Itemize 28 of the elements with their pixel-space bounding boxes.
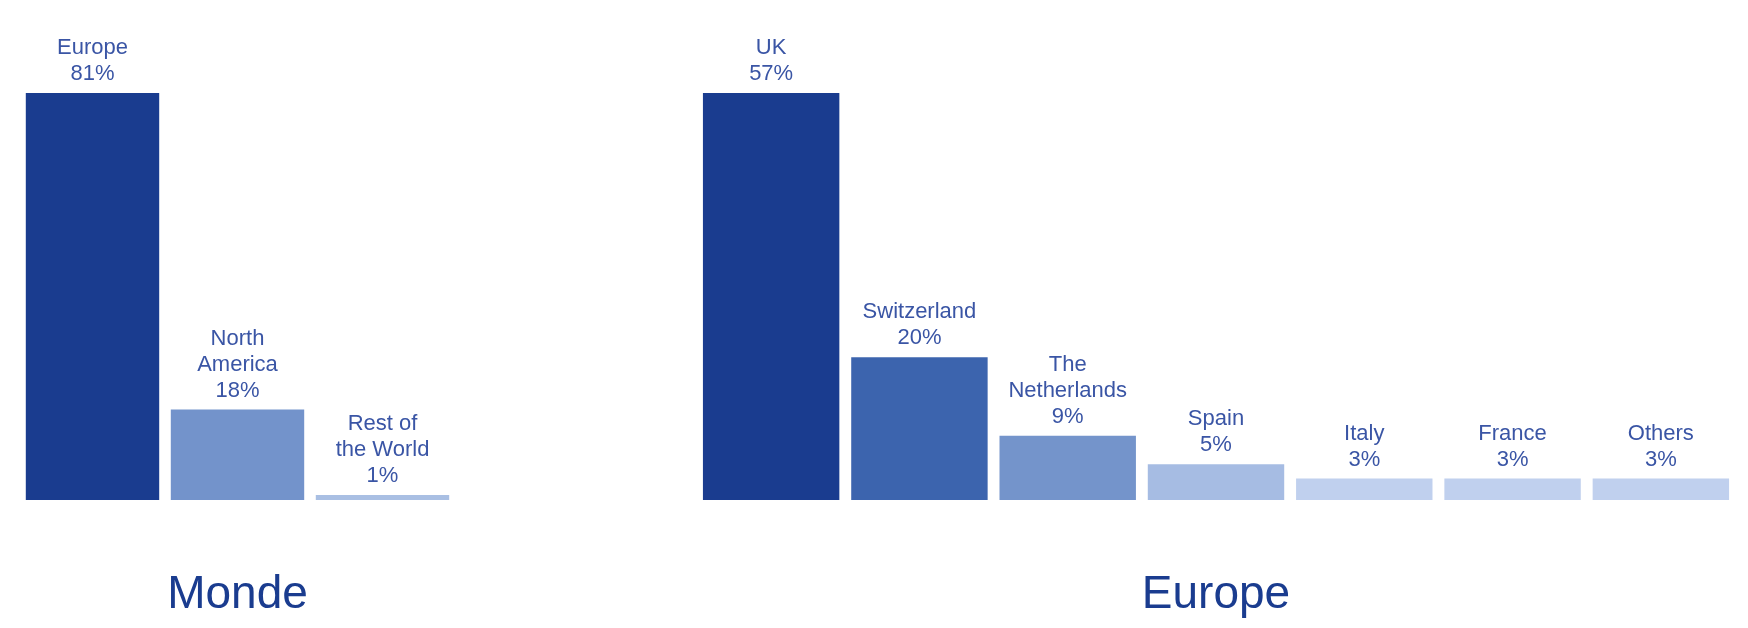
bar	[851, 357, 988, 500]
x-tick-label: Switzerland	[862, 298, 977, 324]
data-label: 20%	[897, 324, 942, 350]
data-label: 3%	[1348, 445, 1381, 471]
bar	[1444, 478, 1581, 500]
bar	[1296, 478, 1433, 500]
x-tick-label: The Netherlands	[1008, 350, 1128, 402]
bar	[1592, 478, 1730, 500]
x-tick-label: North America	[197, 324, 279, 376]
x-tick-label: Spain	[1187, 405, 1245, 431]
bar	[1147, 464, 1285, 500]
text: Monde	[167, 566, 308, 618]
data-label: 18%	[215, 376, 260, 402]
text: Europe	[1141, 566, 1291, 618]
data-label: 9%	[1051, 402, 1084, 428]
x-tick-label: France	[1478, 419, 1547, 445]
data-label: 81%	[70, 60, 115, 86]
x-tick-label: Rest of the World	[335, 410, 430, 462]
x-tick-label: Others	[1627, 419, 1694, 445]
data-label: 5%	[1200, 431, 1232, 457]
data-label: 3%	[1496, 445, 1529, 471]
bar	[702, 93, 840, 500]
bar	[999, 435, 1136, 500]
data-label: 57%	[749, 60, 794, 86]
x-tick-label: UK	[755, 34, 787, 60]
data-label: 3%	[1644, 445, 1677, 471]
data-label: 1%	[366, 462, 399, 488]
x-tick-label: Italy	[1344, 419, 1385, 445]
